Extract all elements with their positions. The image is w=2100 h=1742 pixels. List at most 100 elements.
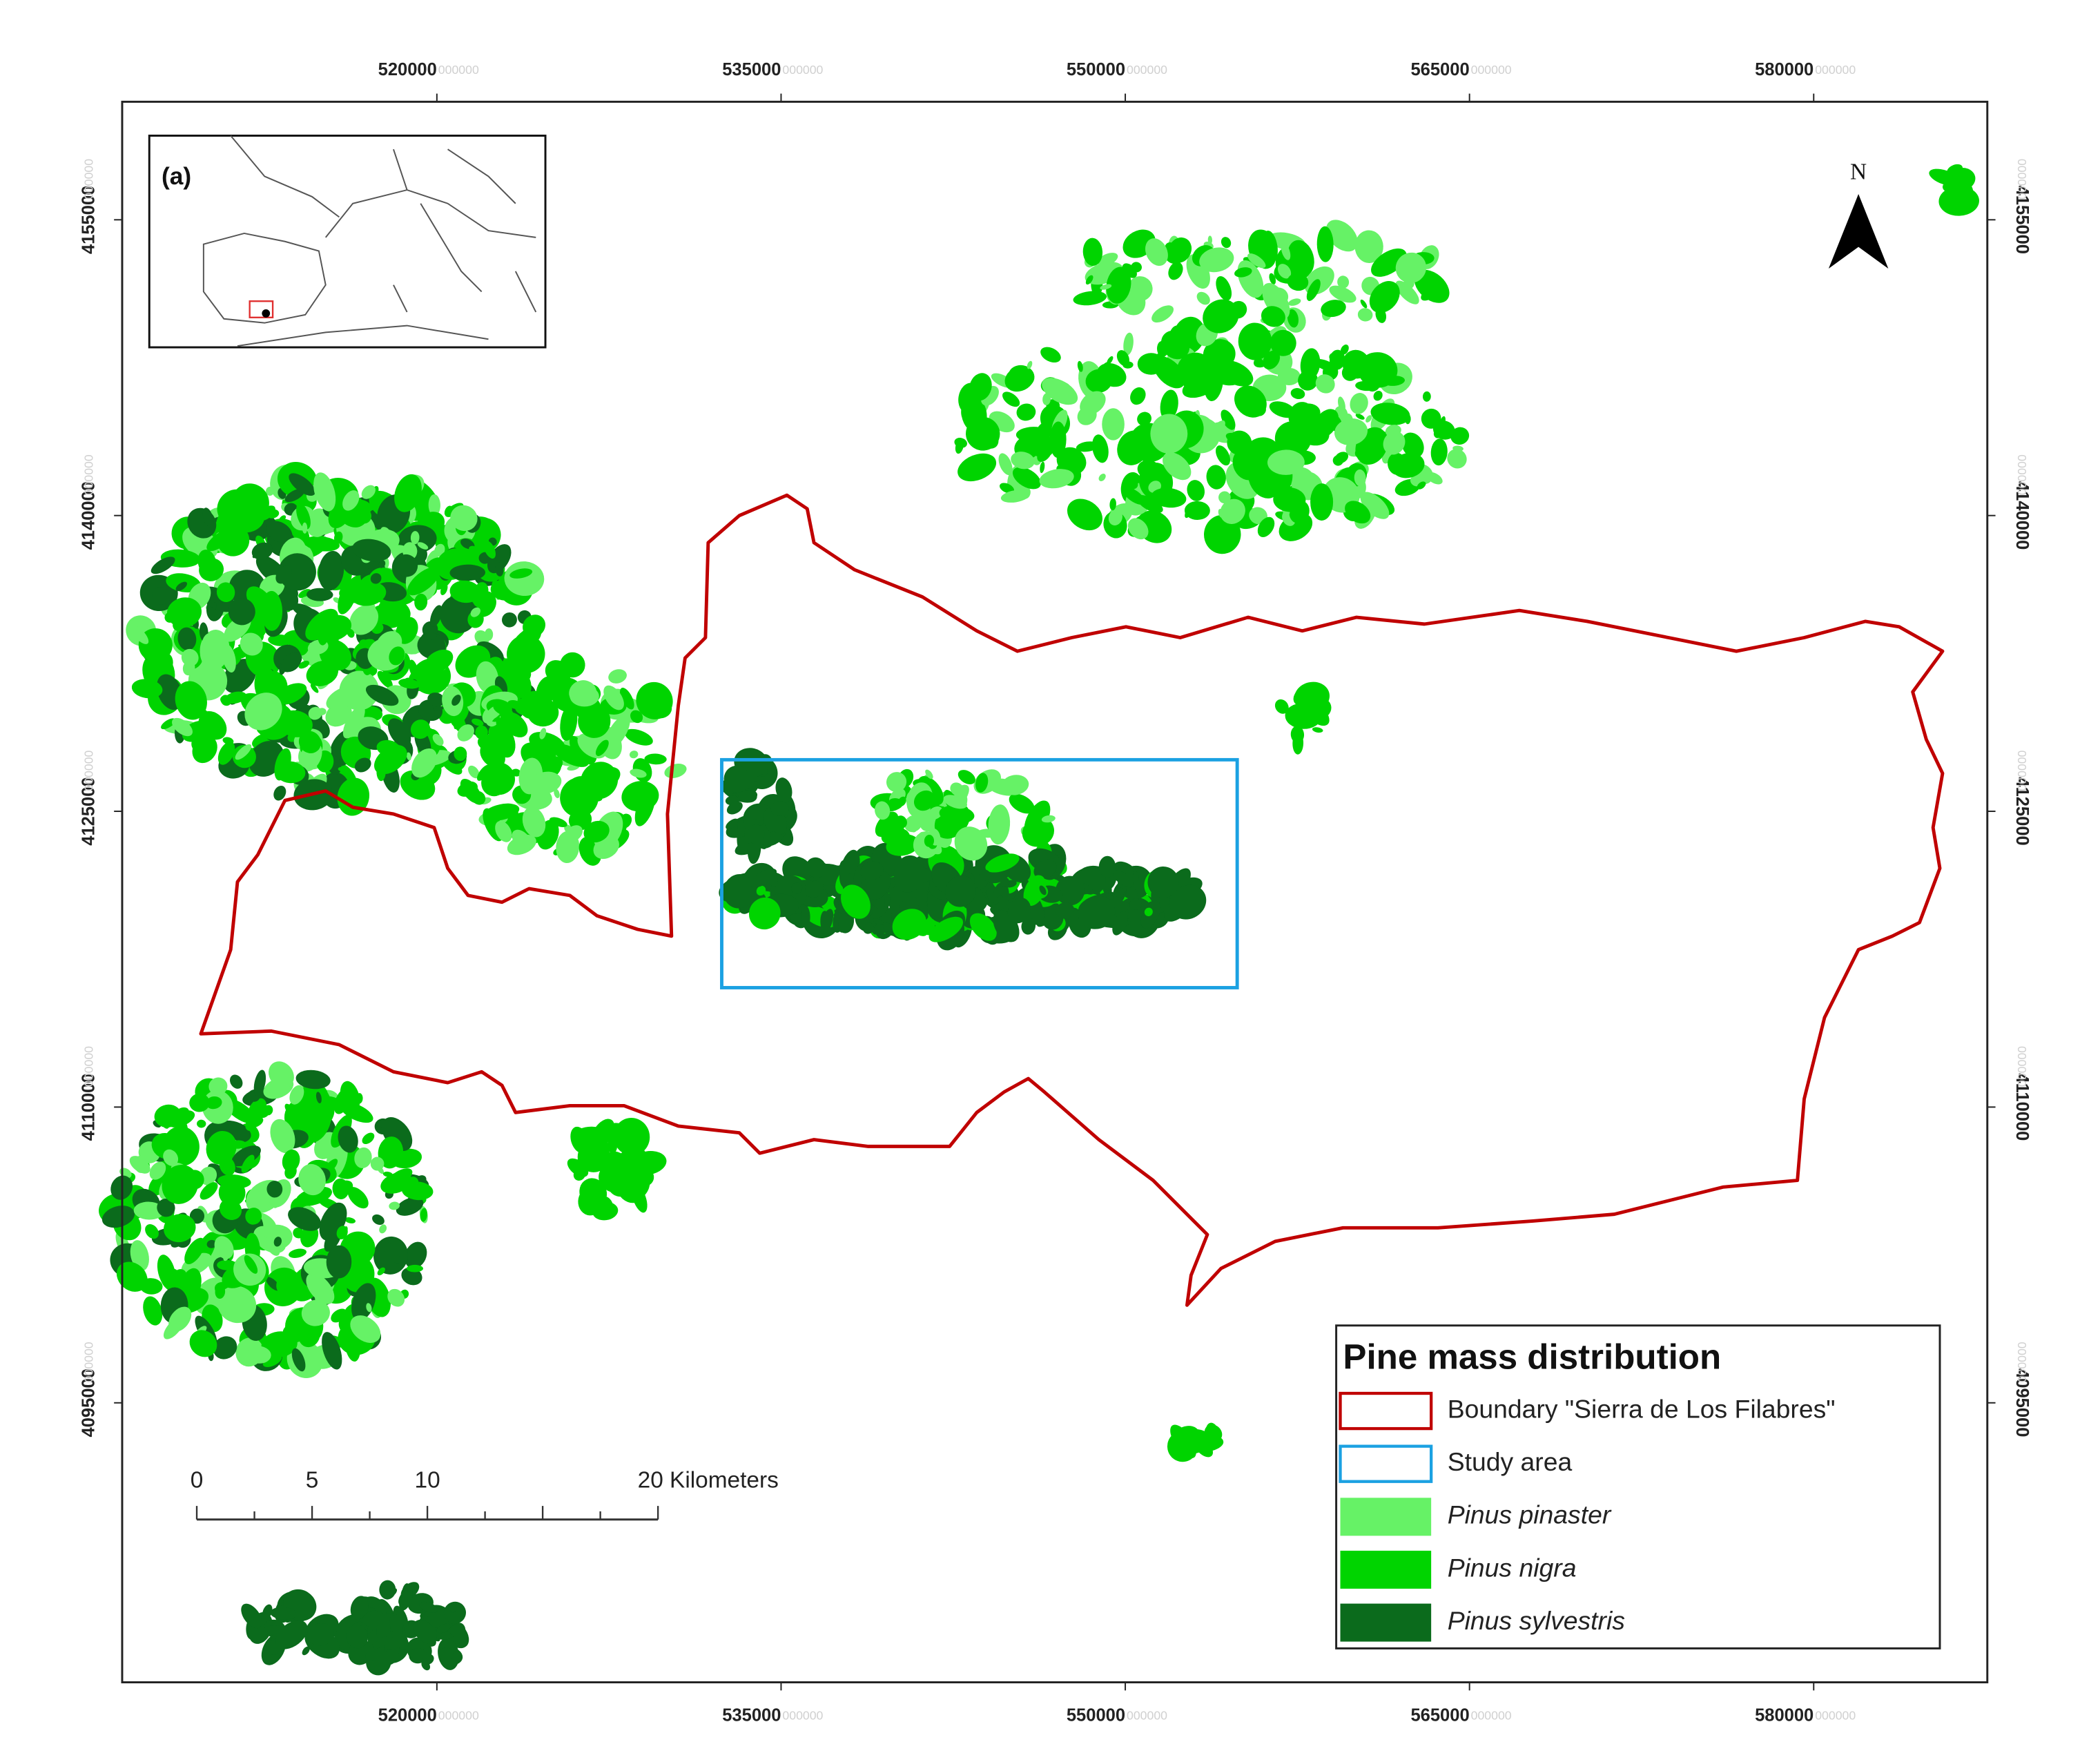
forest-patch (288, 1207, 322, 1231)
forest-patch (373, 1636, 387, 1649)
forest-patch (1440, 416, 1446, 427)
forest-patch (347, 1187, 369, 1209)
forest-patch (1291, 416, 1330, 446)
forest-patch (342, 653, 350, 665)
forest-patch (400, 629, 412, 641)
forest-patch (1000, 877, 1009, 888)
forest-patch (163, 1149, 179, 1166)
forest-patch (1169, 325, 1186, 347)
forest-patch (444, 505, 452, 516)
forest-patch (1304, 372, 1316, 381)
forest-patch (629, 751, 639, 759)
forest-patch (101, 1206, 135, 1228)
forest-patch (1364, 354, 1380, 376)
forest-patch (1123, 487, 1145, 505)
forest-patch (474, 630, 489, 646)
forest-patch (883, 922, 893, 932)
ghost-digits: 000000 (81, 1046, 95, 1087)
forest-patch (1169, 884, 1207, 920)
forest-patch (217, 1286, 257, 1324)
forest-patch (895, 815, 907, 829)
forest-patch (172, 717, 193, 737)
forest-patch (1113, 870, 1134, 888)
forest-patch (228, 598, 255, 626)
forest-patch (1009, 793, 1035, 814)
forest-patch (306, 1272, 335, 1304)
forest-patch (152, 587, 171, 605)
forest-patch (291, 1348, 306, 1372)
forest-patch (394, 474, 422, 512)
forest-patch (253, 1232, 268, 1242)
forest-patch (395, 554, 418, 577)
forest-patch (1287, 240, 1314, 277)
forest-patch (471, 718, 484, 726)
forest-patch (1145, 238, 1168, 267)
forest-patch (1354, 469, 1366, 487)
forest-patch (1401, 432, 1424, 458)
forest-patch (230, 1074, 243, 1089)
forest-patch (407, 566, 440, 596)
forest-patch (253, 1070, 266, 1096)
forest-patch (389, 1201, 400, 1210)
forest-patch (527, 698, 559, 727)
forest-patch (414, 593, 428, 611)
forest-patch (268, 634, 292, 646)
forest-patch (928, 806, 943, 820)
forest-patch (157, 1198, 175, 1217)
forest-patch (470, 607, 481, 617)
forest-patch (1092, 434, 1109, 463)
forest-patch (420, 1208, 427, 1222)
forest-patch (886, 772, 907, 793)
forest-patch (366, 1303, 372, 1313)
scale-label: 10 (415, 1468, 440, 1493)
forest-patch (302, 1646, 310, 1656)
legend-swatch (1340, 1498, 1432, 1536)
forest-patch (372, 1214, 385, 1226)
forest-patch (217, 489, 254, 526)
forest-patch (881, 824, 905, 844)
north-arrow: N (1828, 159, 1889, 269)
forest-patch (162, 1164, 199, 1204)
forest-patch (945, 875, 976, 907)
forest-patch (596, 1156, 611, 1172)
forest-patch (278, 515, 286, 523)
forest-patch (726, 818, 739, 829)
forest-patch (955, 438, 964, 454)
forest-patch (1338, 396, 1345, 413)
inset-coastlines (202, 135, 537, 347)
forest-patch (378, 560, 386, 568)
forest-patch (278, 710, 313, 737)
forest-patch (1150, 414, 1188, 454)
forest-patch (150, 557, 175, 574)
forest-patch (969, 913, 997, 941)
forest-patch (564, 825, 583, 842)
forest-patch (1389, 365, 1397, 374)
forest-patch (168, 1306, 192, 1332)
forest-patch (641, 787, 646, 797)
forest-patch (282, 1149, 300, 1172)
forest-patch (988, 804, 1011, 845)
forest-patch (748, 824, 765, 844)
forest-patch (1948, 167, 1976, 191)
forest-patch (1040, 347, 1061, 363)
ghost-digits: 000000 (81, 159, 95, 200)
forest-patch (592, 1201, 619, 1221)
forest-patch (389, 646, 405, 666)
forest-patch (449, 580, 481, 603)
forest-patch (1100, 284, 1112, 290)
forest-patch (1943, 180, 1951, 190)
ghost-digits: 000000 (438, 63, 479, 77)
forest-patch (1257, 516, 1275, 537)
forest-patch (1371, 248, 1407, 277)
forest-patch (1184, 501, 1210, 520)
forest-patch (308, 1095, 327, 1121)
forest-patch (893, 855, 924, 893)
forest-patch (528, 771, 562, 795)
forest-patch (1267, 449, 1305, 475)
forest-patch (197, 550, 217, 576)
forest-patch (130, 625, 149, 644)
forest-patch (1185, 508, 1192, 519)
forest-patch (1383, 431, 1406, 455)
forest-patch (177, 1118, 188, 1143)
forest-patch (723, 873, 755, 909)
